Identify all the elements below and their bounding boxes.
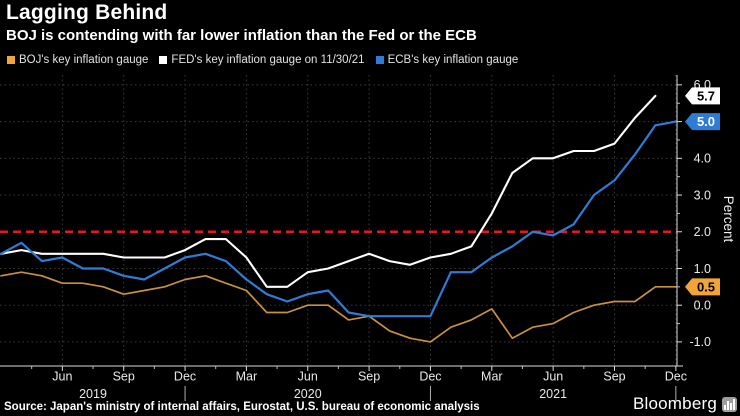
end-label-value: 5.7 [697,88,715,103]
end-label-value: 0.5 [697,279,715,294]
legend-label-boj: BOJ's key inflation gauge [19,54,149,66]
legend-item-fed: FED's key inflation gauge on 11/30/21 [159,54,365,66]
x-tick-label: Mar [481,370,503,384]
bloomberg-logo: Bloomberg [633,394,737,414]
x-tick-label: Dec [174,370,196,384]
y-tick-label: -1.0 [689,335,711,349]
end-label-value: 5.0 [697,114,715,129]
series-line-fed [0,94,657,288]
x-tick-label: Jun [52,370,72,384]
year-label: 2019 [79,387,107,401]
y-tick-label: 4.0 [694,152,711,166]
y-tick-label: 3.0 [694,188,711,202]
legend: BOJ's key inflation gauge FED's key infl… [7,54,518,66]
x-tick-label: Jun [543,370,563,384]
end-label-tag [685,113,720,131]
x-tick-label: Dec [419,370,441,384]
bloomberg-wordmark: Bloomberg [632,394,717,413]
bloomberg-terminal-icon [722,396,737,412]
legend-swatch-ecb [375,56,384,64]
legend-item-ecb: ECB's key inflation gauge [375,54,519,66]
end-label-tag [685,87,720,105]
x-tick-label: Dec [665,370,687,384]
x-tick-label: Sep [358,370,380,384]
source-note: Source: Japan's ministry of internal aff… [4,401,480,413]
x-tick-label: Mar [236,370,258,384]
legend-label-fed: FED's key inflation gauge on 11/30/21 [171,54,365,66]
chart-subtitle: BOJ is contending with far lower inflati… [6,27,477,44]
year-label: 2021 [539,387,567,401]
x-tick-label: Sep [113,370,135,384]
end-label-tag [685,278,720,296]
chart-title: Lagging Behind [6,1,168,24]
legend-swatch-fed [159,56,168,64]
legend-label-ecb: ECB's key inflation gauge [387,54,519,66]
y-tick-label: 2.0 [694,225,711,239]
legend-swatch-boj [7,56,15,64]
year-label: 2020 [294,387,322,401]
x-tick-label: Sep [603,370,625,384]
series-line-boj [0,271,677,343]
y-tick-label: 0.0 [694,299,711,313]
y-axis-title: Percent [721,196,736,243]
series-line-ecb [0,120,678,318]
legend-item-boj: BOJ's key inflation gauge [7,54,148,66]
x-tick-label: Jun [298,370,318,384]
y-tick-label: 1.0 [694,262,711,276]
